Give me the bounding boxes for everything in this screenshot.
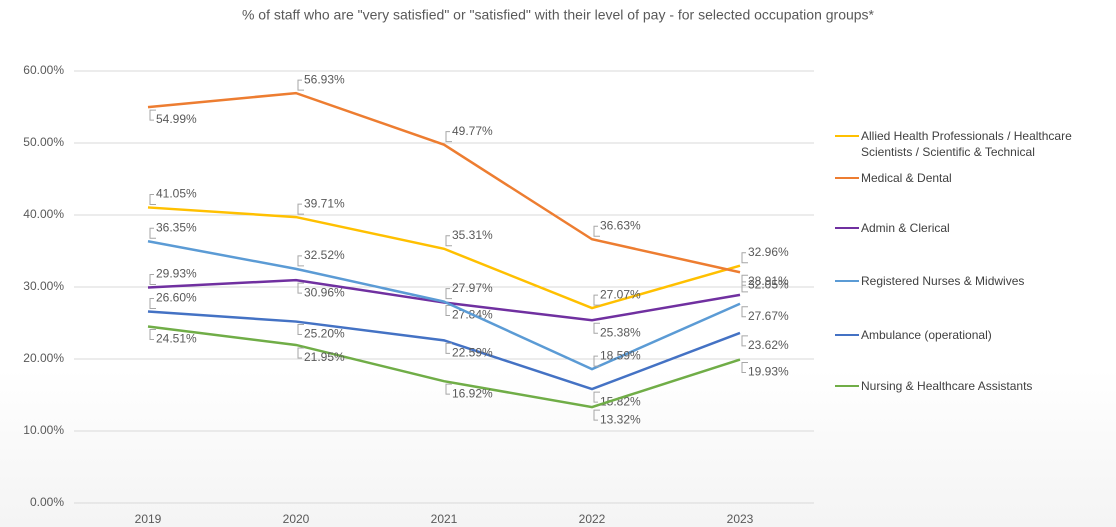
chart-title: % of staff who are "very satisfied" or "… [242, 7, 875, 23]
label-leader [741, 362, 748, 374]
label-leader [593, 225, 600, 237]
data-label: 32.05% [748, 277, 789, 291]
data-label: 36.35% [156, 220, 197, 234]
label-leader [741, 335, 748, 347]
y-tick-label: 0.00% [30, 495, 64, 509]
legend-entry: Medical & Dental [835, 170, 1075, 186]
legend-swatch [835, 280, 859, 282]
label-leader [593, 355, 600, 367]
y-tick-label: 30.00% [23, 279, 64, 293]
x-tick-label: 2019 [135, 512, 162, 526]
data-label: 15.82% [600, 394, 641, 408]
data-label: 19.93% [748, 365, 789, 379]
label-leader [149, 297, 156, 309]
label-leader [297, 282, 304, 294]
data-label: 54.99% [156, 112, 197, 126]
label-leader [741, 281, 748, 293]
label-leader [149, 227, 156, 239]
data-label: 27.97% [452, 281, 493, 295]
label-leader [149, 274, 156, 286]
data-label: 23.62% [748, 338, 789, 352]
data-label: 32.52% [304, 248, 345, 262]
legend-swatch [835, 177, 859, 179]
label-leader [445, 235, 452, 247]
data-label: 39.71% [304, 196, 345, 210]
legend-label: Registered Nurses & Midwives [861, 274, 1025, 288]
legend-label: Ambulance (operational) [861, 328, 992, 342]
legend-label: Admin & Clerical [861, 221, 950, 235]
series-line [147, 278, 741, 322]
data-label: 28.91% [748, 274, 789, 288]
label-leader [593, 294, 600, 306]
data-label: 21.95% [304, 350, 345, 364]
data-label: 24.51% [156, 332, 197, 346]
label-leader [741, 274, 748, 286]
legend-entry: Ambulance (operational) [835, 327, 1075, 343]
label-leader [297, 347, 304, 359]
legend-swatch [835, 227, 859, 229]
data-label: 25.38% [600, 325, 641, 339]
legend-label: Nursing & Healthcare Assistants [861, 379, 1033, 393]
y-tick-label: 40.00% [23, 207, 64, 221]
data-label: 13.32% [600, 412, 641, 426]
data-label: 18.59% [600, 348, 641, 362]
legend-swatch [835, 385, 859, 387]
data-label: 25.20% [304, 327, 345, 341]
label-leader [593, 409, 600, 421]
legend-entry: Allied Health Professionals / Healthcare… [835, 128, 1075, 160]
label-leader [741, 306, 748, 318]
y-tick-label: 10.00% [23, 423, 64, 437]
label-leader [445, 305, 452, 317]
label-leader [445, 131, 452, 143]
legend-swatch [835, 135, 859, 137]
legend-label: Allied Health Professionals / Healthcare… [861, 129, 1072, 159]
y-tick-label: 20.00% [23, 351, 64, 365]
x-tick-label: 2022 [579, 512, 606, 526]
label-leader [149, 109, 156, 121]
label-leader [297, 203, 304, 215]
y-tick-label: 50.00% [23, 135, 64, 149]
legend-swatch [835, 334, 859, 336]
label-leader [593, 391, 600, 403]
legend-entry: Admin & Clerical [835, 220, 1075, 236]
legend: Allied Health Professionals / Healthcare… [835, 128, 1075, 394]
legend-entry: Registered Nurses & Midwives [835, 273, 1075, 289]
label-leader [297, 79, 304, 91]
data-label: 32.96% [748, 245, 789, 259]
data-label: 36.63% [600, 218, 641, 232]
data-label: 29.93% [156, 267, 197, 281]
label-leader [297, 324, 304, 336]
label-leader [445, 383, 452, 395]
data-label: 49.77% [452, 124, 493, 138]
label-leader [149, 193, 156, 205]
data-label: 16.92% [452, 386, 493, 400]
data-label: 27.07% [600, 287, 641, 301]
label-leader [149, 329, 156, 341]
x-tick-label: 2021 [431, 512, 458, 526]
data-label: 35.31% [452, 228, 493, 242]
series-line [147, 310, 741, 391]
data-label: 56.93% [304, 72, 345, 86]
x-tick-label: 2023 [727, 512, 754, 526]
data-label: 41.05% [156, 187, 197, 201]
series-line [147, 240, 741, 371]
series-line [147, 325, 741, 409]
series-line [147, 206, 741, 310]
label-leader [297, 255, 304, 267]
data-label: 22.59% [452, 346, 493, 360]
y-tick-label: 60.00% [23, 63, 64, 77]
label-leader [445, 342, 452, 354]
legend-label: Medical & Dental [861, 171, 952, 185]
legend-entry: Nursing & Healthcare Assistants [835, 378, 1075, 394]
label-leader [593, 322, 600, 334]
data-label: 27.67% [748, 309, 789, 323]
x-tick-label: 2020 [283, 512, 310, 526]
data-label: 30.96% [304, 285, 345, 299]
label-leader [741, 252, 748, 264]
series-line [147, 91, 741, 274]
label-leader [445, 288, 452, 300]
data-label: 26.60% [156, 291, 197, 305]
